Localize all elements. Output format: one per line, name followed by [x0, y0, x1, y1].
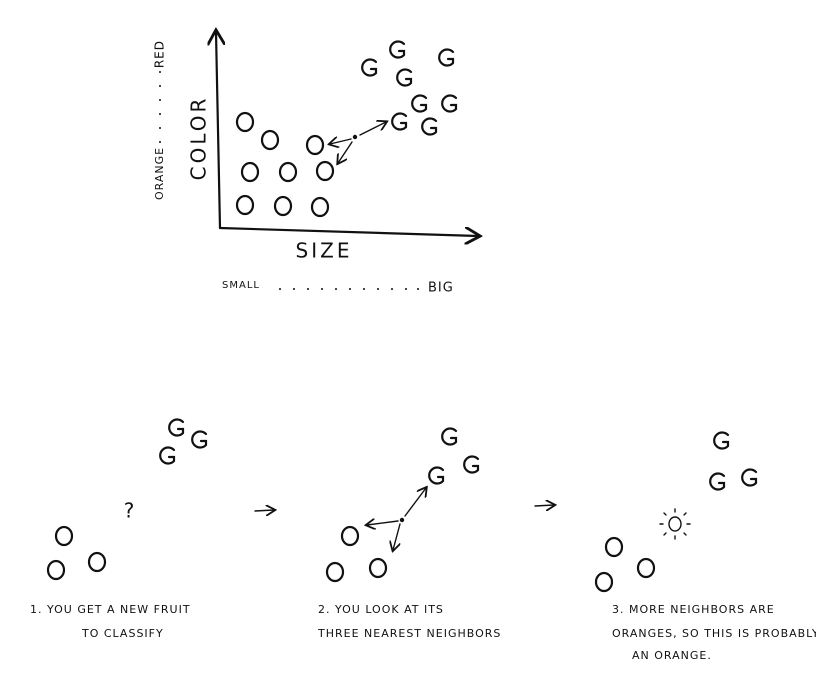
y-axis-label: COLOR: [187, 96, 211, 181]
x-axis-high: BIG: [428, 281, 454, 296]
grapefruits: [361, 40, 458, 136]
x-dots: [279, 288, 419, 290]
x-axis-low: SMALL: [222, 280, 260, 291]
y-dots: [159, 71, 161, 143]
y-axis-high: RED: [153, 40, 167, 68]
caption: THREE NEAREST NEIGHBORS: [317, 627, 501, 640]
caption: 2. YOU LOOK AT ITS: [318, 603, 444, 616]
y-axis-low: ORANGE: [153, 147, 166, 200]
caption: TO CLASSIFY: [81, 627, 164, 640]
unknown-fruit: ?: [124, 499, 135, 523]
oranges: [235, 111, 335, 218]
panel-3: [594, 431, 758, 593]
caption: ORANGES, SO THIS IS PROBABLY: [612, 627, 816, 640]
axes: [216, 32, 478, 236]
step-arrow: [534, 505, 554, 506]
panel-2: [325, 427, 480, 583]
caption: 1. YOU GET A NEW FRUIT: [30, 603, 191, 616]
x-axis-label: SIZE: [296, 239, 353, 263]
neighbor-arrows: [330, 122, 386, 163]
caption: AN ORANGE.: [632, 649, 712, 662]
step-arrow: [254, 510, 274, 511]
caption: 3. MORE NEIGHBORS ARE: [612, 603, 775, 616]
